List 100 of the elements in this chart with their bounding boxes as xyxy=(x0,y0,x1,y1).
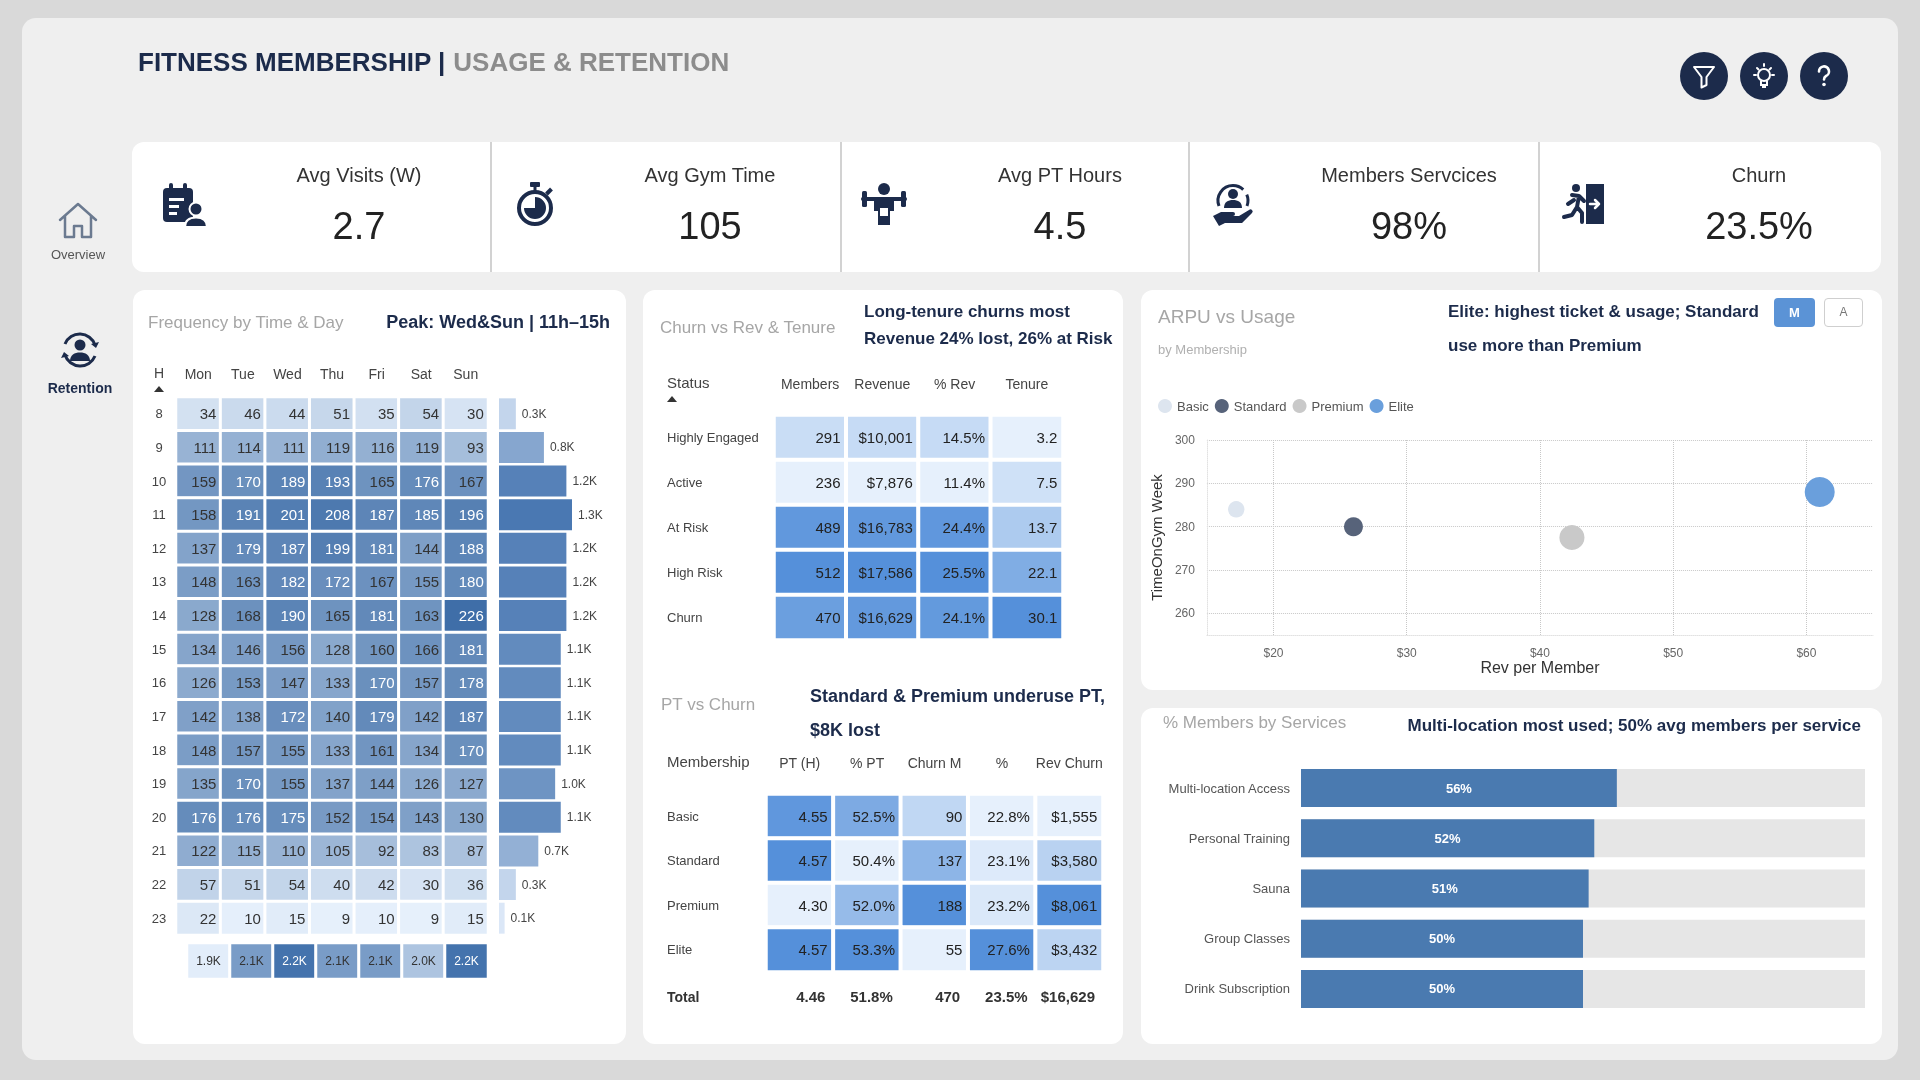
y-tick-label: Group Classes xyxy=(1204,931,1291,947)
bar xyxy=(499,835,539,867)
data-label: 152 xyxy=(325,808,351,826)
data-label: 51 xyxy=(333,405,351,423)
text: Avg Gym Time xyxy=(644,163,776,187)
x-tick-label: $20 xyxy=(1263,646,1284,660)
text: A xyxy=(1824,298,1863,327)
data-label: $16,629 xyxy=(858,609,913,626)
data-label: 23.1% xyxy=(987,852,1030,870)
x-tick-label: Churn M xyxy=(907,755,962,771)
y-tick-label: Churn xyxy=(667,610,703,625)
chart-title: ARPU vs Usage xyxy=(1158,306,1296,328)
y-tick-label: 11 xyxy=(152,507,166,523)
x-tick-label: Fri xyxy=(368,366,385,382)
data-label: 1.1K xyxy=(566,743,592,758)
x-tick-label: Sat xyxy=(410,366,432,382)
data-label: 24.4% xyxy=(942,519,985,536)
data-label: 489 xyxy=(815,519,841,536)
data-label: 147 xyxy=(280,674,306,692)
data-label: 111 xyxy=(282,438,306,456)
text: 23.5% xyxy=(1705,204,1813,248)
data-label: 176 xyxy=(235,808,261,826)
data-label: 133 xyxy=(325,741,351,759)
x-tick-label: Tue xyxy=(231,366,255,382)
data-label: 0.1K xyxy=(510,911,536,926)
data-label: 114 xyxy=(236,438,261,456)
data-label: 166 xyxy=(414,640,440,658)
data-label: $3,432 xyxy=(1051,941,1098,959)
chart-title: Churn vs Rev & Tenure xyxy=(660,318,836,338)
data-label: 170 xyxy=(369,674,395,692)
bar xyxy=(499,431,544,463)
chart-subtitle: Long-tenure churns most Revenue 24% lost, 26% at Risk xyxy=(864,301,1113,350)
data-label: 167 xyxy=(458,472,484,490)
x-tick-label: Mon xyxy=(184,366,212,382)
data-label: 181 xyxy=(369,607,395,625)
data-label: 172 xyxy=(325,573,351,591)
y-tick-label: 20 xyxy=(151,809,167,825)
data-label: 126 xyxy=(191,674,217,692)
text: Churn xyxy=(1731,163,1787,187)
data-label: 25.5% xyxy=(942,564,985,581)
data-label: $10,001 xyxy=(858,429,913,446)
data-label: 148 xyxy=(191,573,217,591)
data-label: 137 xyxy=(191,539,217,557)
data-label: 155 xyxy=(414,573,440,591)
data-label: 1.1K xyxy=(566,810,592,825)
bar xyxy=(499,465,567,497)
data-label: 130 xyxy=(458,808,484,826)
y-axis-title: Membership xyxy=(667,753,750,771)
bar xyxy=(499,902,505,934)
chart-title: Frequency by Time & Day xyxy=(148,313,344,333)
data-label: $3,580 xyxy=(1051,852,1098,870)
data-label: 52.0% xyxy=(852,896,896,914)
bar xyxy=(499,700,561,732)
data-label: 3.2 xyxy=(1036,429,1058,446)
data-label: 134 xyxy=(414,741,440,759)
data-label: 111 xyxy=(193,438,217,456)
data-label: 138 xyxy=(235,707,261,725)
x-tick-label: $40 xyxy=(1529,646,1551,660)
data-label: 4.30 xyxy=(798,896,828,914)
data-label: 9 xyxy=(341,909,351,927)
data-label: 53.3% xyxy=(852,941,896,959)
y-tick-label: 10 xyxy=(151,473,167,489)
bar xyxy=(499,600,567,632)
y-tick-label: 15 xyxy=(151,641,167,657)
y-tick-label: Premium xyxy=(667,897,720,913)
data-label: 105 xyxy=(325,842,351,860)
data-label: 0.3K xyxy=(521,406,547,421)
chart-subtitle: Standard & Premium underuse PT, $8K lost xyxy=(810,685,1106,742)
data-label: 137 xyxy=(937,852,963,870)
data-label: 155 xyxy=(280,775,306,793)
text: 4.46 xyxy=(796,988,826,1005)
data-label: 30 xyxy=(467,405,484,423)
x-tick-label: % Rev xyxy=(934,376,976,392)
data-label: 188 xyxy=(937,896,963,914)
data-label: 181 xyxy=(369,539,395,557)
data-label: 22.8% xyxy=(987,807,1030,825)
data-label: 57 xyxy=(199,876,217,894)
data-label: 142 xyxy=(414,707,440,725)
data-label: 2.0K xyxy=(411,954,436,968)
data-label: 44 xyxy=(288,405,306,423)
y-tick-label: 19 xyxy=(151,776,167,792)
data-label: 119 xyxy=(415,438,440,456)
data-label: 10 xyxy=(377,909,395,927)
bar xyxy=(499,734,561,766)
data-label: 87 xyxy=(467,842,484,860)
data-label: $7,876 xyxy=(866,474,913,491)
y-axis-title: TimeOnGym Week xyxy=(1148,473,1165,601)
y-tick-label: Personal Training xyxy=(1188,830,1290,846)
data-label: 127 xyxy=(458,775,484,793)
y-tick-label: Elite xyxy=(667,942,693,958)
data-label: 193 xyxy=(325,472,351,490)
data-label: 30.1 xyxy=(1028,609,1058,626)
data-label: 2.1K xyxy=(325,954,350,968)
data-label: 226 xyxy=(458,607,484,625)
data-label: 199 xyxy=(325,539,351,557)
text: 98% xyxy=(1370,204,1448,248)
data-label: 175 xyxy=(280,808,306,826)
data-label: 159 xyxy=(191,472,217,490)
data-label: 167 xyxy=(369,573,395,591)
data-label: 187 xyxy=(280,539,306,557)
